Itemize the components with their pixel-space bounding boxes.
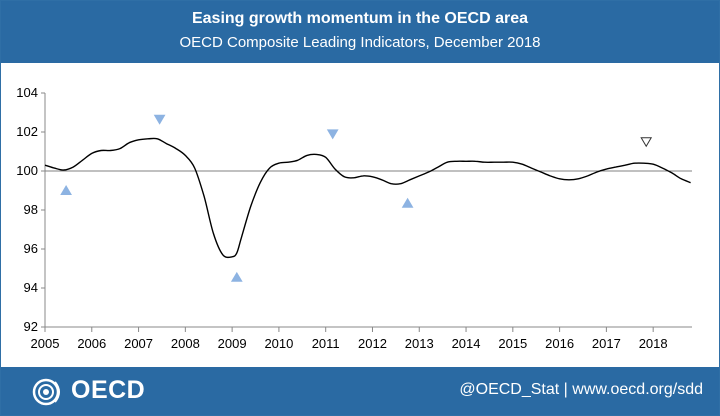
x-tick-label: 2011 <box>312 336 340 351</box>
trough-marker <box>60 185 72 195</box>
x-tick-label: 2005 <box>31 336 60 351</box>
y-tick-label: 96 <box>24 241 38 256</box>
trough-marker <box>401 197 414 208</box>
oecd-logo-text: OECD <box>71 376 146 404</box>
cli-series-line <box>44 137 691 259</box>
x-tick-label: 2016 <box>545 336 574 351</box>
x-tick-label: 2009 <box>218 336 247 351</box>
peak-marker <box>153 114 166 125</box>
peak-marker <box>326 129 339 140</box>
x-tick-label: 2012 <box>358 336 387 351</box>
x-tick-label: 2014 <box>452 336 481 351</box>
chart-subtitle: OECD Composite Leading Indicators, Decem… <box>179 34 541 51</box>
y-tick-label: 98 <box>24 202 38 217</box>
footer-band: OECD @OECD_Stat | www.oecd.org/sdd <box>1 367 719 415</box>
header-band: Easing growth momentum in the OECD area … <box>1 1 719 63</box>
chart-title: Easing growth momentum in the OECD area <box>191 10 529 27</box>
x-tick-label: 2015 <box>498 336 527 351</box>
x-tick-label: 2010 <box>264 336 293 351</box>
y-tick-label: 104 <box>16 85 38 100</box>
oecd-logo-icon <box>32 378 60 406</box>
x-tick-label: 2006 <box>77 336 106 351</box>
line-chart: 92 94 96 98 100 102 104 2005 2006 2007 2008 2009 201… <box>16 85 692 351</box>
y-tick-label: 102 <box>16 124 38 139</box>
trough-marker <box>230 271 243 282</box>
x-tick-label: 2017 <box>592 336 621 351</box>
x-tick-label: 2018 <box>639 336 668 351</box>
peak-marker <box>640 137 653 148</box>
footer-credit: @OECD_Stat | www.oecd.org/sdd <box>459 381 703 398</box>
y-tick-label: 94 <box>24 280 38 295</box>
x-tick-label: 2013 <box>405 336 434 351</box>
x-tick-label: 2008 <box>171 336 200 351</box>
y-tick-label: 100 <box>16 163 38 178</box>
x-tick-label: 2007 <box>124 336 153 351</box>
y-tick-label: 92 <box>24 319 38 334</box>
